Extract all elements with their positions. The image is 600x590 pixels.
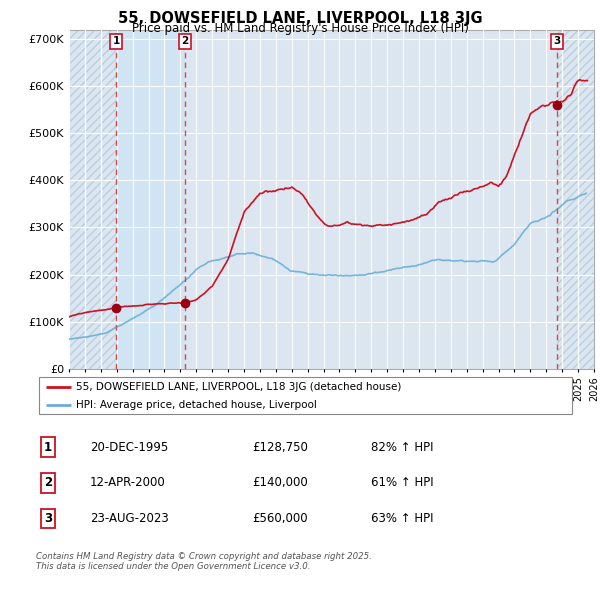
Text: 55, DOWSEFIELD LANE, LIVERPOOL, L18 3JG (detached house): 55, DOWSEFIELD LANE, LIVERPOOL, L18 3JG … [77, 382, 402, 392]
Text: £560,000: £560,000 [252, 512, 308, 525]
Text: 63% ↑ HPI: 63% ↑ HPI [371, 512, 433, 525]
Text: 2: 2 [44, 476, 52, 489]
Bar [116, 30, 185, 369]
Text: £128,750: £128,750 [252, 441, 308, 454]
Text: 3: 3 [553, 37, 560, 47]
Text: 1: 1 [113, 37, 120, 47]
Text: 82% ↑ HPI: 82% ↑ HPI [371, 441, 433, 454]
Bar [557, 30, 594, 369]
Text: 20-DEC-1995: 20-DEC-1995 [90, 441, 168, 454]
Text: Price paid vs. HM Land Registry's House Price Index (HPI): Price paid vs. HM Land Registry's House … [131, 22, 469, 35]
Text: 23-AUG-2023: 23-AUG-2023 [90, 512, 169, 525]
Text: Contains HM Land Registry data © Crown copyright and database right 2025.
This d: Contains HM Land Registry data © Crown c… [36, 552, 372, 571]
Bar [69, 30, 116, 369]
Text: £140,000: £140,000 [252, 476, 308, 489]
FancyBboxPatch shape [39, 378, 572, 414]
Text: 61% ↑ HPI: 61% ↑ HPI [371, 476, 433, 489]
Text: 12-APR-2000: 12-APR-2000 [90, 476, 166, 489]
Text: 3: 3 [44, 512, 52, 525]
Text: 55, DOWSEFIELD LANE, LIVERPOOL, L18 3JG: 55, DOWSEFIELD LANE, LIVERPOOL, L18 3JG [118, 11, 482, 25]
Text: 1: 1 [44, 441, 52, 454]
Text: HPI: Average price, detached house, Liverpool: HPI: Average price, detached house, Live… [77, 400, 317, 410]
Text: 2: 2 [181, 37, 188, 47]
